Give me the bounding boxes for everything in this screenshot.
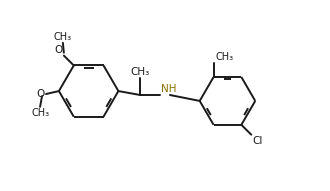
- Text: CH₃: CH₃: [32, 108, 50, 118]
- Text: NH: NH: [160, 84, 176, 94]
- Text: Cl: Cl: [252, 136, 263, 146]
- Text: O: O: [55, 45, 63, 55]
- Text: CH₃: CH₃: [215, 52, 234, 62]
- Text: O: O: [37, 89, 45, 99]
- Text: CH₃: CH₃: [54, 32, 72, 42]
- Text: CH₃: CH₃: [131, 67, 150, 77]
